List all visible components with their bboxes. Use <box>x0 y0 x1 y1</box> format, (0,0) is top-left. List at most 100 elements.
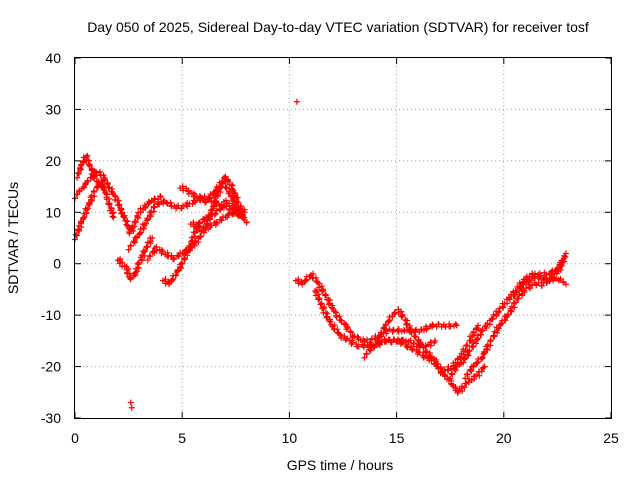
data-point <box>185 247 192 254</box>
data-point <box>299 281 306 288</box>
data-point <box>480 348 487 355</box>
data-point <box>382 322 389 329</box>
data-point <box>143 243 150 250</box>
data-point <box>125 265 132 272</box>
data-point <box>196 226 203 233</box>
data-point <box>435 321 442 328</box>
data-point <box>207 191 214 198</box>
data-point <box>213 218 220 225</box>
data-point <box>406 324 413 331</box>
data-point <box>180 187 187 194</box>
data-point <box>128 404 135 411</box>
data-point <box>360 342 367 349</box>
series-isolated <box>127 98 300 411</box>
series-arc-a <box>72 178 117 243</box>
data-point <box>525 279 532 286</box>
data-point <box>74 170 81 177</box>
data-point <box>138 257 145 264</box>
data-point <box>562 250 569 257</box>
data-point <box>105 200 112 207</box>
data-point <box>497 321 504 328</box>
data-point <box>169 276 176 283</box>
data-point <box>318 300 325 307</box>
data-point <box>212 210 219 217</box>
data-point <box>91 173 98 180</box>
data-point <box>120 213 127 220</box>
data-point <box>537 272 544 279</box>
data-point <box>202 199 209 206</box>
data-point <box>127 399 134 406</box>
data-point <box>454 389 461 396</box>
data-point <box>293 98 300 105</box>
data-point <box>495 325 502 332</box>
data-point <box>432 337 439 344</box>
data-point <box>448 370 455 377</box>
data-point <box>364 336 371 343</box>
data-point <box>460 359 467 366</box>
data-point <box>355 343 362 350</box>
data-point <box>106 201 113 208</box>
y-tick-label: -30 <box>41 410 61 426</box>
data-point <box>206 194 213 201</box>
data-point <box>484 347 491 354</box>
data-point <box>417 340 424 347</box>
data-point <box>318 283 325 290</box>
data-point <box>517 284 524 291</box>
data-point <box>125 246 132 253</box>
data-point <box>327 318 334 325</box>
data-point <box>550 275 557 282</box>
data-point <box>453 322 460 329</box>
data-point <box>395 309 402 316</box>
data-point <box>144 239 151 246</box>
data-point <box>81 214 88 221</box>
data-point <box>489 315 496 322</box>
data-point <box>513 288 520 295</box>
data-point <box>322 292 329 299</box>
data-point <box>399 339 406 346</box>
data-point <box>77 162 84 169</box>
data-point <box>191 242 198 249</box>
data-point <box>407 337 414 344</box>
plot-frame <box>74 57 612 419</box>
data-point <box>478 331 485 338</box>
data-point <box>520 281 527 288</box>
x-tick-label: 5 <box>178 430 186 446</box>
data-point <box>363 350 370 357</box>
data-point <box>361 354 368 361</box>
data-point <box>411 346 418 353</box>
grid <box>75 58 611 418</box>
data-point <box>562 281 569 288</box>
data-point <box>464 371 471 378</box>
series-arc-i <box>187 209 246 233</box>
data-point <box>387 339 394 346</box>
data-point <box>325 301 332 308</box>
data-point <box>470 339 477 346</box>
data-point <box>462 375 469 382</box>
data-point <box>511 293 518 300</box>
data-point <box>547 270 554 277</box>
data-point <box>170 254 177 261</box>
axis-ticks: 0 5 10 15 20 25 -30 -20 -10 0 10 20 30 40 <box>41 50 619 446</box>
data-point <box>394 327 401 334</box>
data-point <box>225 200 232 207</box>
data-point <box>490 311 497 318</box>
data-point <box>151 204 158 211</box>
data-point <box>102 176 109 183</box>
y-tick-label: 0 <box>53 256 61 272</box>
data-point <box>317 301 324 308</box>
data-point <box>218 217 225 224</box>
data-point <box>463 342 470 349</box>
series-arc-o <box>462 275 569 382</box>
data-point <box>337 332 344 339</box>
x-tick-label: 10 <box>282 430 298 446</box>
data-point <box>86 201 93 208</box>
data-point <box>84 152 91 159</box>
data-point <box>108 204 115 211</box>
y-tick-label: -10 <box>41 307 61 323</box>
data-point <box>196 223 203 230</box>
data-point <box>126 230 133 237</box>
data-point <box>212 187 219 194</box>
data-point <box>474 332 481 339</box>
data-point <box>150 248 157 255</box>
